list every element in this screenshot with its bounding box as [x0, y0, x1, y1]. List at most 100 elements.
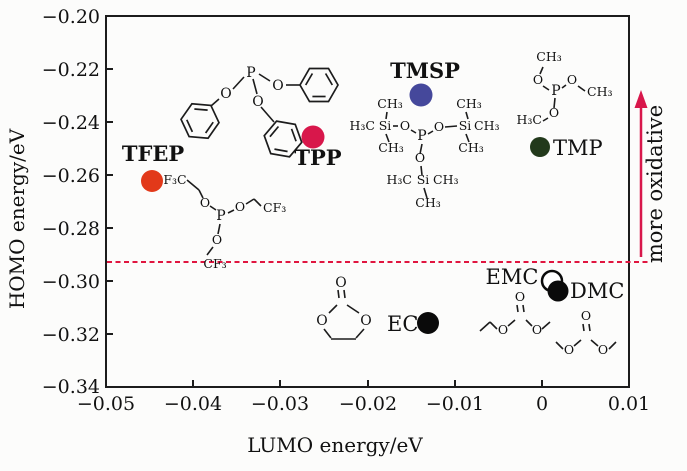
atom-label: O — [567, 72, 577, 87]
atom-label: O — [272, 78, 283, 94]
data-point-tmp — [530, 137, 550, 157]
atom-label: O — [316, 313, 327, 329]
atom-label: CH₃ — [458, 140, 483, 155]
atom-label: H₃C — [387, 172, 412, 187]
bond — [186, 179, 200, 191]
atom-label: O — [581, 308, 591, 323]
x-tick-label: −0.05 — [77, 393, 135, 415]
atom-label: CH₃ — [378, 140, 403, 155]
arrow-head-icon — [634, 90, 648, 108]
atom-label: P — [216, 208, 225, 224]
bond — [542, 85, 550, 91]
y-tick-label: −0.32 — [42, 324, 100, 346]
y-axis-ticks — [106, 68, 113, 335]
y-tick-label: −0.26 — [42, 165, 100, 187]
bond — [420, 165, 423, 176]
point-label-tmp: TMP — [553, 136, 603, 160]
y-tick-label: −0.24 — [42, 112, 100, 134]
bond — [582, 323, 585, 332]
bond — [258, 73, 271, 82]
atom-label: CH₃ — [456, 96, 481, 111]
data-point-ec — [417, 312, 439, 334]
bond — [260, 106, 275, 123]
atom-label: O — [434, 119, 444, 134]
bond — [385, 133, 390, 143]
atom-label: CH₃ — [377, 96, 402, 111]
atom-label: O — [498, 322, 508, 337]
bond — [525, 319, 533, 327]
x-tick-label: −0.03 — [251, 393, 309, 415]
atom-label: CH₃ — [587, 84, 612, 99]
atom-label: O — [335, 275, 346, 291]
x-axis-tick-labels: −0.05 −0.04 −0.03 −0.02 −0.01 0 0.01 — [77, 393, 650, 415]
bond — [210, 98, 220, 107]
point-label-tmsp: TMSP — [390, 58, 460, 83]
molecule-structure-emc: O O O — [479, 289, 551, 337]
atom-label: O — [515, 289, 525, 304]
atom-label: CH₃ — [433, 172, 458, 187]
bond — [217, 223, 221, 235]
x-tick-label: −0.01 — [426, 393, 484, 415]
point-label-dmc: DMC — [570, 279, 624, 303]
x-tick-label: −0.02 — [339, 393, 397, 415]
atom-label: O — [549, 105, 559, 120]
atom-label: CH₃ — [536, 49, 561, 64]
atom-label: O — [564, 342, 574, 357]
data-point-tfep — [141, 170, 163, 192]
y-tick-label: −0.28 — [42, 218, 100, 240]
bond — [423, 187, 428, 199]
point-label-emc: EMC — [486, 265, 539, 289]
bond — [227, 209, 235, 214]
atom-label: H₃C — [517, 112, 542, 127]
atom-label: CF₃ — [203, 256, 226, 271]
bond — [590, 339, 599, 347]
bond — [323, 328, 332, 339]
atom-label: CH₃ — [474, 118, 499, 133]
y-tick-label: −0.22 — [42, 59, 100, 81]
bond — [479, 321, 491, 332]
atom-label: O — [415, 150, 425, 165]
atom-label: O — [598, 342, 608, 357]
point-label-tpp: TPP — [294, 145, 341, 170]
atom-label: P — [417, 128, 426, 144]
atom-label: P — [551, 83, 560, 99]
atom-label: F₃C — [163, 172, 186, 187]
atom-label: O — [532, 322, 542, 337]
data-point-dmc — [547, 280, 569, 302]
molecule-structure-tmp: CH₃ O P O CH₃ O H₃C — [517, 49, 613, 127]
bond — [465, 133, 470, 143]
oxidative-arrow — [634, 90, 648, 257]
atom-label: O — [533, 72, 543, 87]
atom-label: Si — [379, 118, 392, 133]
molecule-structure-ec: O O O — [316, 275, 372, 340]
molecule-structure-dmc: O O O — [555, 308, 617, 357]
x-tick-label: −0.04 — [164, 393, 222, 415]
bond — [245, 198, 255, 205]
bond — [346, 304, 360, 314]
bond — [410, 129, 417, 134]
x-tick-label: 0 — [536, 393, 548, 415]
atom-label: O — [220, 86, 231, 102]
bond — [444, 125, 458, 128]
atom-label: O — [400, 118, 410, 133]
x-axis-ticks — [192, 380, 543, 387]
atom-label: O — [212, 232, 222, 247]
benzene-ring — [299, 67, 339, 103]
bond — [343, 289, 346, 299]
y-tick-label: −0.30 — [42, 271, 100, 293]
bond — [561, 84, 567, 89]
bond — [489, 321, 498, 330]
bond — [252, 78, 258, 95]
bond — [253, 198, 262, 207]
y-axis-tick-labels: −0.20 −0.22 −0.24 −0.26 −0.28 −0.30 −0.3… — [42, 6, 100, 398]
atom-label: O — [235, 199, 245, 214]
bond — [206, 246, 214, 256]
bond — [385, 111, 388, 120]
atom-label: Si — [459, 118, 472, 133]
bond — [198, 189, 204, 199]
atom-label: O — [252, 94, 263, 110]
bond — [577, 85, 586, 92]
plot-border — [105, 15, 630, 388]
molecule-structure-tfep: F₃C O P O CF₃ O CF₃ — [163, 172, 286, 271]
